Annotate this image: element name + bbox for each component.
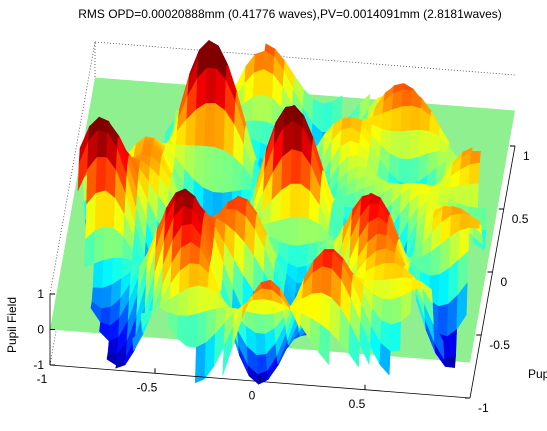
surface-patch	[458, 184, 470, 207]
surface-patch	[322, 250, 334, 270]
surface-patch	[410, 105, 422, 132]
box-edge	[94, 41, 516, 76]
surface-patch	[101, 284, 113, 309]
surface-patch	[381, 298, 393, 326]
surface-patch	[279, 217, 291, 246]
surface-patch	[176, 315, 188, 347]
surface-patch	[467, 183, 479, 209]
surface-patch	[399, 130, 411, 160]
z-tick-label: -1	[33, 358, 44, 372]
surface-patch	[262, 68, 274, 99]
surface-patch	[187, 285, 199, 317]
surface-patch	[383, 263, 395, 281]
y-tick-label: -0.5	[489, 338, 510, 352]
surface-patch	[391, 106, 403, 132]
surface-patch	[255, 332, 267, 356]
surface-patch	[261, 287, 273, 301]
box-edge	[49, 41, 96, 295]
surface-patch	[196, 310, 208, 348]
surface-patch	[469, 150, 481, 165]
surface-patch	[106, 352, 118, 366]
z-tick-label: 0	[37, 323, 44, 337]
x-tick-label: 0	[249, 389, 256, 403]
surface-patch	[288, 216, 300, 246]
surface-patch	[214, 102, 226, 151]
x-tick-label: 0.5	[349, 397, 366, 411]
surface-patch	[398, 158, 410, 186]
surface-patch	[438, 267, 450, 307]
surface-patch	[298, 216, 310, 246]
surface-patch	[182, 205, 194, 226]
chart-title: RMS OPD=0.00020888mm (0.41776 waves),PV=…	[78, 7, 502, 21]
surface-patch	[321, 266, 333, 298]
z-axis-label: Pupil Field	[5, 297, 19, 353]
z-tick-label: 1	[37, 287, 44, 301]
y-tick-label: 1	[523, 149, 530, 163]
surface-patch	[186, 313, 198, 348]
surface-patch	[389, 321, 402, 352]
surface-patch	[401, 89, 413, 107]
surface-patch	[99, 321, 111, 342]
y-tick-label: 0.5	[512, 212, 529, 226]
x-tick-label: -0.5	[137, 380, 158, 394]
surface-patch	[421, 281, 433, 305]
surface-patch	[348, 324, 360, 368]
surface-patch	[408, 156, 420, 186]
surface-patch	[197, 285, 209, 315]
surface-patch	[96, 129, 108, 158]
surface-patch	[297, 243, 309, 269]
surface-patch	[93, 226, 105, 265]
surface-patch	[103, 226, 115, 261]
surface-patch	[433, 323, 445, 360]
surface-patch	[204, 103, 216, 148]
surface-patch	[468, 162, 480, 185]
surface-patch	[262, 298, 274, 315]
y-tick-label: 0	[501, 275, 508, 289]
surface-patch	[256, 353, 268, 375]
surface-patch	[319, 323, 331, 366]
surface-patch	[213, 146, 225, 194]
surface-patch	[205, 67, 217, 104]
surface-patch	[456, 281, 468, 331]
surface-patch	[94, 190, 106, 232]
surface-patch	[289, 305, 301, 329]
surface-patch	[379, 342, 391, 376]
surface-patch	[206, 46, 218, 69]
surface-patch	[443, 358, 456, 368]
surface-patch	[289, 183, 301, 219]
surface-patch	[381, 109, 393, 132]
surface-patch	[290, 149, 302, 185]
surface-patch	[95, 157, 107, 194]
surface-patch	[411, 278, 423, 292]
surface-patch	[391, 295, 403, 326]
y-axis-label: Pupil Field	[528, 367, 547, 381]
surface-patch	[469, 215, 481, 229]
surface-patch	[400, 105, 412, 132]
surface-patch	[261, 94, 273, 125]
surface-patch	[194, 103, 207, 147]
y-tick-label: -1	[478, 401, 489, 415]
surface-patch	[409, 129, 421, 160]
surface-patch	[92, 260, 104, 289]
surface-patch	[251, 94, 263, 122]
surface-patch	[188, 263, 200, 289]
surface-patch	[376, 233, 388, 252]
surface-patch	[437, 303, 449, 337]
surface-patch	[253, 298, 265, 315]
surface-patch	[252, 69, 265, 98]
surface-patch	[359, 322, 371, 365]
surface-patch	[222, 150, 234, 194]
x-tick-label: -1	[37, 372, 48, 386]
surface-patch	[418, 129, 430, 158]
surface-patch	[400, 290, 412, 323]
surface-patch	[203, 145, 215, 193]
surface-patch	[254, 312, 266, 334]
surface-patch	[382, 278, 394, 300]
surface-patch	[102, 257, 114, 289]
